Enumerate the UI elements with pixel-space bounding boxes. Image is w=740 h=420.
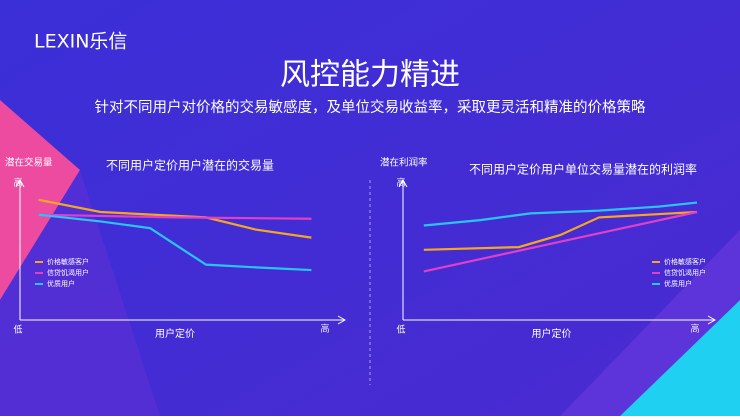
y-high-label: 高 [13,177,22,189]
legend-label: 价格敏感客户 [47,257,89,266]
legend-label: 信贷饥渴用户 [664,268,706,277]
purple-shape [560,230,740,416]
x-high-label: 高 [320,323,329,335]
arrow [15,178,25,188]
series-line [38,213,312,272]
slide-subtitle: 针对不同用户对价格的交易敏感度，及单位交易收益率，采取更灵活和精准的价格策略 [95,98,646,116]
legend-label: 信贷饥渴用户 [47,268,89,277]
y-axis-label: 潜在利润率 [380,157,428,169]
series-line [423,210,698,273]
x-axis-label: 用户定价 [155,327,195,340]
y-high-label: 高 [396,177,405,189]
purple-shape [0,170,160,416]
logo: LEXIN乐信 [34,31,127,53]
x-low-label: 低 [396,324,405,336]
x-high-label: 高 [690,323,699,335]
x-axis-label: 用户定价 [532,327,572,340]
arrow [707,315,717,325]
legend-label: 价格敏感客户 [664,257,706,266]
chart-title: 不同用户定价用户潜在的交易量 [106,158,274,173]
series-line [423,210,698,251]
slide-title: 风控能力精进 [280,58,460,93]
chart-title: 不同用户定价用户单位交易量潜在的利润率 [469,162,697,177]
x-low-label: 低 [13,324,22,336]
y-axis-label: 潜在交易量 [5,157,53,169]
series-line [38,213,312,220]
series-line [423,201,698,227]
arrow [337,315,347,325]
arrow [398,178,408,188]
legend-label: 优质用户 [664,279,692,288]
legend-label: 优质用户 [47,279,75,288]
